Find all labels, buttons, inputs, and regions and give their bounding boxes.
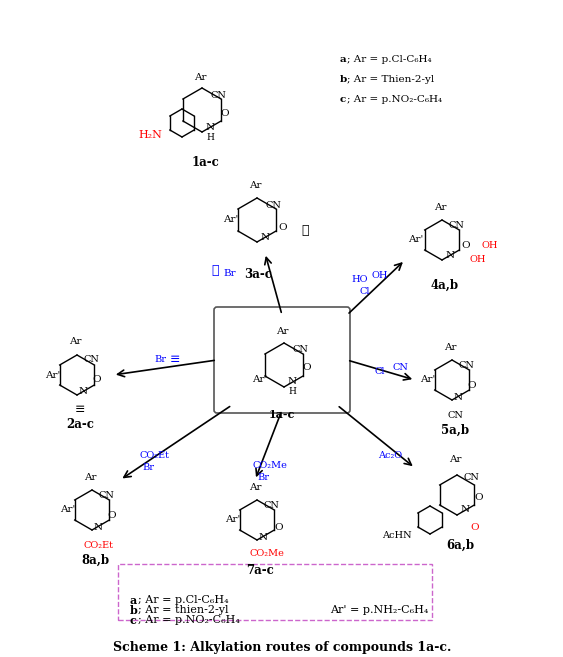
Text: Ar: Ar — [276, 327, 288, 336]
Text: CN: CN — [447, 411, 463, 420]
Text: Cl: Cl — [375, 367, 385, 376]
Text: 7a-c: 7a-c — [246, 564, 274, 576]
Text: CN: CN — [210, 91, 226, 99]
Text: 5a,b: 5a,b — [441, 424, 469, 436]
Text: O: O — [468, 380, 476, 390]
Text: Ar': Ar' — [421, 376, 436, 384]
Text: CN: CN — [292, 346, 308, 355]
Text: N: N — [445, 250, 454, 260]
Text: ; Ar = Thien-2-yl: ; Ar = Thien-2-yl — [347, 76, 434, 85]
Text: O: O — [303, 363, 311, 373]
Text: Ac₂O: Ac₂O — [378, 451, 402, 459]
Text: O: O — [275, 522, 283, 532]
Text: OH: OH — [372, 271, 388, 279]
Text: CO₂Me: CO₂Me — [253, 461, 288, 470]
Text: Ar: Ar — [84, 472, 96, 482]
Text: N: N — [461, 505, 470, 514]
Text: 4a,b: 4a,b — [431, 279, 459, 292]
Text: O: O — [462, 240, 470, 250]
Text: O: O — [475, 493, 483, 503]
Text: Ar: Ar — [434, 202, 446, 212]
Text: Br: Br — [257, 474, 269, 482]
Text: H: H — [288, 388, 296, 397]
Text: N: N — [78, 388, 88, 397]
Text: Ar': Ar' — [60, 505, 75, 514]
Text: a: a — [340, 55, 347, 64]
Text: ; Ar = thien-2-yl: ; Ar = thien-2-yl — [138, 605, 229, 615]
Text: N: N — [288, 378, 297, 386]
Text: a: a — [130, 595, 137, 606]
FancyBboxPatch shape — [214, 307, 350, 413]
Text: CN: CN — [98, 491, 114, 499]
Text: O: O — [279, 223, 287, 231]
Text: CO₂Et: CO₂Et — [140, 451, 170, 459]
Text: c: c — [340, 95, 346, 104]
Text: Br: Br — [142, 463, 154, 472]
Text: ≡: ≡ — [170, 353, 180, 367]
Text: CN: CN — [83, 355, 99, 365]
Text: CN: CN — [392, 363, 408, 373]
Text: ≡: ≡ — [75, 403, 85, 417]
Text: N: N — [261, 233, 270, 242]
Text: CN: CN — [263, 501, 279, 509]
Text: ⌒: ⌒ — [301, 223, 309, 237]
Text: Ar: Ar — [69, 338, 81, 346]
Text: 6a,b: 6a,b — [446, 539, 474, 551]
Text: Cl: Cl — [360, 288, 370, 296]
Text: b: b — [130, 604, 138, 616]
Text: CN: CN — [458, 361, 474, 369]
Text: CN: CN — [463, 474, 479, 482]
Text: AcHN: AcHN — [382, 530, 412, 539]
Text: N: N — [258, 533, 267, 541]
Text: c: c — [130, 614, 137, 625]
FancyBboxPatch shape — [118, 564, 432, 620]
Text: Ar': Ar' — [225, 516, 240, 524]
Text: 3a-c: 3a-c — [244, 269, 272, 281]
Text: Ar: Ar — [194, 72, 206, 81]
Text: ⌒: ⌒ — [211, 263, 219, 277]
Text: N: N — [453, 392, 463, 401]
Text: b: b — [340, 76, 347, 85]
Text: ; Ar = p.NO₂-C₆H₄: ; Ar = p.NO₂-C₆H₄ — [138, 615, 240, 625]
Text: Ar: Ar — [444, 342, 456, 351]
Text: Scheme 1: Alkylation routes of compounds 1a-c.: Scheme 1: Alkylation routes of compounds… — [113, 641, 451, 654]
Text: Ar: Ar — [249, 482, 261, 491]
Text: ; Ar = p.Cl-C₆H₄: ; Ar = p.Cl-C₆H₄ — [347, 55, 432, 64]
Text: ; Ar = p.NO₂-C₆H₄: ; Ar = p.NO₂-C₆H₄ — [347, 95, 442, 104]
Text: HO: HO — [352, 275, 368, 284]
Text: Ar: Ar — [249, 181, 261, 189]
Text: Br: Br — [224, 269, 236, 277]
Text: 8a,b: 8a,b — [81, 553, 109, 566]
Text: ; Ar = p.Cl-C₆H₄: ; Ar = p.Cl-C₆H₄ — [138, 595, 229, 605]
Text: H: H — [206, 133, 214, 141]
Text: 1a-c: 1a-c — [191, 156, 219, 170]
Text: CN: CN — [448, 221, 464, 229]
Text: 2a-c: 2a-c — [66, 419, 94, 432]
Text: N: N — [93, 522, 102, 532]
Text: Br: Br — [154, 355, 166, 365]
Text: O: O — [108, 510, 117, 520]
Text: Ar: Ar — [449, 455, 461, 464]
Text: H₂N: H₂N — [138, 130, 162, 140]
Text: Ar': Ar' — [224, 215, 239, 225]
Text: 1a-c: 1a-c — [269, 409, 295, 420]
Text: Ar': Ar' — [252, 376, 267, 384]
Text: Ar': Ar' — [46, 371, 61, 380]
Text: OH: OH — [470, 256, 486, 265]
Text: O: O — [93, 376, 101, 384]
Text: CN: CN — [265, 200, 281, 210]
Text: CO₂Me: CO₂Me — [249, 549, 284, 558]
Text: O: O — [471, 524, 479, 533]
Text: OH: OH — [482, 240, 498, 250]
Text: Ar': Ar' — [408, 235, 423, 244]
Text: N: N — [205, 122, 215, 131]
Text: O: O — [221, 108, 229, 118]
Text: Ar' = p.NH₂-C₆H₄: Ar' = p.NH₂-C₆H₄ — [330, 605, 428, 615]
Text: CO₂Et: CO₂Et — [83, 541, 113, 549]
